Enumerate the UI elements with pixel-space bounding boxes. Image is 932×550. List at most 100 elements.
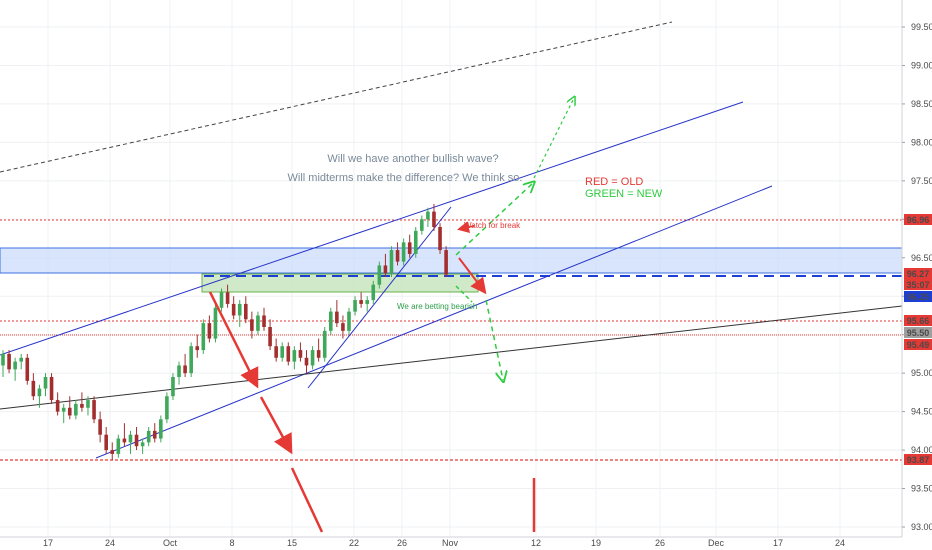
red-arrow [208, 291, 259, 389]
price-tag-label: 96.27 [907, 269, 930, 279]
x-tick-label: 12 [531, 538, 541, 548]
y-tick-label: 93.00 [911, 522, 932, 532]
red-arrow [259, 396, 293, 455]
candle-body [322, 330, 327, 358]
candle-body [383, 265, 388, 274]
candle-body [110, 450, 115, 454]
candle-body [250, 319, 254, 331]
channel-lower-line [95, 185, 773, 459]
candle-body [201, 323, 206, 351]
candle-body [371, 284, 376, 301]
candle-body [401, 242, 406, 262]
candle-body [189, 346, 193, 374]
rising-support-line [307, 206, 452, 389]
y-tick-label: 98.50 [911, 99, 932, 109]
candle-body [146, 430, 151, 443]
price-tag [904, 327, 932, 338]
price-tag [904, 454, 932, 465]
trendlines [0, 21, 903, 459]
y-tick-label: 96.50 [911, 253, 932, 263]
candle-body [7, 353, 11, 370]
legend-red-old: RED = OLD [585, 176, 643, 188]
candle-body [104, 434, 108, 451]
x-tick-label: 15 [287, 538, 297, 548]
red-arrow [458, 257, 487, 295]
annotation-watch-for-break: Watch for break [464, 221, 521, 230]
red-old-path [208, 221, 536, 533]
candle-body [407, 242, 412, 254]
y-tick-label: 99.00 [911, 60, 932, 70]
x-tick-label: Nov [442, 538, 459, 548]
candle-body [231, 303, 236, 316]
candle-body [37, 388, 42, 397]
watch-arrow [457, 221, 475, 233]
candle-body [353, 300, 357, 312]
price-tag [904, 279, 932, 290]
y-tick-label: 98.00 [911, 137, 932, 147]
candle-body [395, 250, 400, 262]
x-tick-label: 8 [229, 538, 234, 548]
candle-body [134, 434, 139, 447]
candle-body [328, 311, 333, 331]
candle-body [262, 315, 266, 327]
candles [1, 203, 448, 461]
x-tick-label: 24 [835, 538, 845, 548]
candle-body [274, 346, 278, 358]
candle-body [122, 438, 127, 443]
price-tag-label: 96.96 [907, 215, 930, 225]
candle-body [159, 419, 163, 439]
green-new-path [455, 98, 574, 380]
x-tick-label: Dec [708, 538, 725, 548]
candle-body [183, 365, 187, 374]
candle-body [1, 353, 5, 366]
x-tick-label: Oct [163, 538, 178, 548]
green-arrow [533, 98, 574, 179]
candle-body [19, 357, 24, 362]
y-tick-label: 99.50 [911, 22, 932, 32]
price-tag [904, 291, 932, 302]
candle-body [292, 350, 297, 362]
y-tick-label: 93.50 [911, 484, 932, 494]
red-line [290, 467, 324, 533]
y-tick-label: 95.00 [911, 368, 932, 378]
candle-body [195, 346, 200, 351]
candle-body [377, 265, 382, 285]
green-dash [455, 285, 473, 303]
dotted-trendline [0, 21, 673, 173]
candle-body [92, 400, 96, 420]
x-tick-label: 17 [773, 538, 783, 548]
price-tag [904, 268, 932, 279]
candle-body [140, 442, 145, 447]
candle-body [298, 350, 303, 358]
x-tick-label: 17 [43, 538, 53, 548]
candle-body [86, 400, 90, 408]
price-tag [904, 315, 932, 326]
price-tag-label: 95.50 [907, 328, 930, 338]
x-tick-label: 19 [591, 538, 601, 548]
candle-body [304, 357, 309, 366]
candle-body [207, 323, 212, 339]
annotation-midterms: Will midterms make the difference? We th… [288, 172, 523, 184]
annotation-question: Will we have another bullish wave? [327, 153, 498, 165]
candle-body [359, 300, 363, 304]
price-tag-label: 95.66 [907, 316, 930, 326]
legend-green-new: GREEN = NEW [585, 188, 663, 200]
candle-body [432, 211, 436, 227]
candle-body [213, 307, 218, 339]
channel-upper-line [0, 101, 744, 356]
candle-body [152, 430, 157, 439]
candle-body [268, 327, 272, 347]
candle-body [55, 400, 60, 412]
candle-body [310, 350, 315, 366]
candle-body [225, 292, 230, 304]
candle-body [67, 407, 72, 416]
price-tag-label: 95.49 [907, 340, 930, 350]
candle-body [116, 438, 121, 454]
candle-body [49, 377, 54, 401]
candle-body [341, 323, 345, 331]
x-axis-background [0, 537, 902, 550]
candle-body [286, 346, 291, 362]
candle-body [365, 300, 369, 304]
